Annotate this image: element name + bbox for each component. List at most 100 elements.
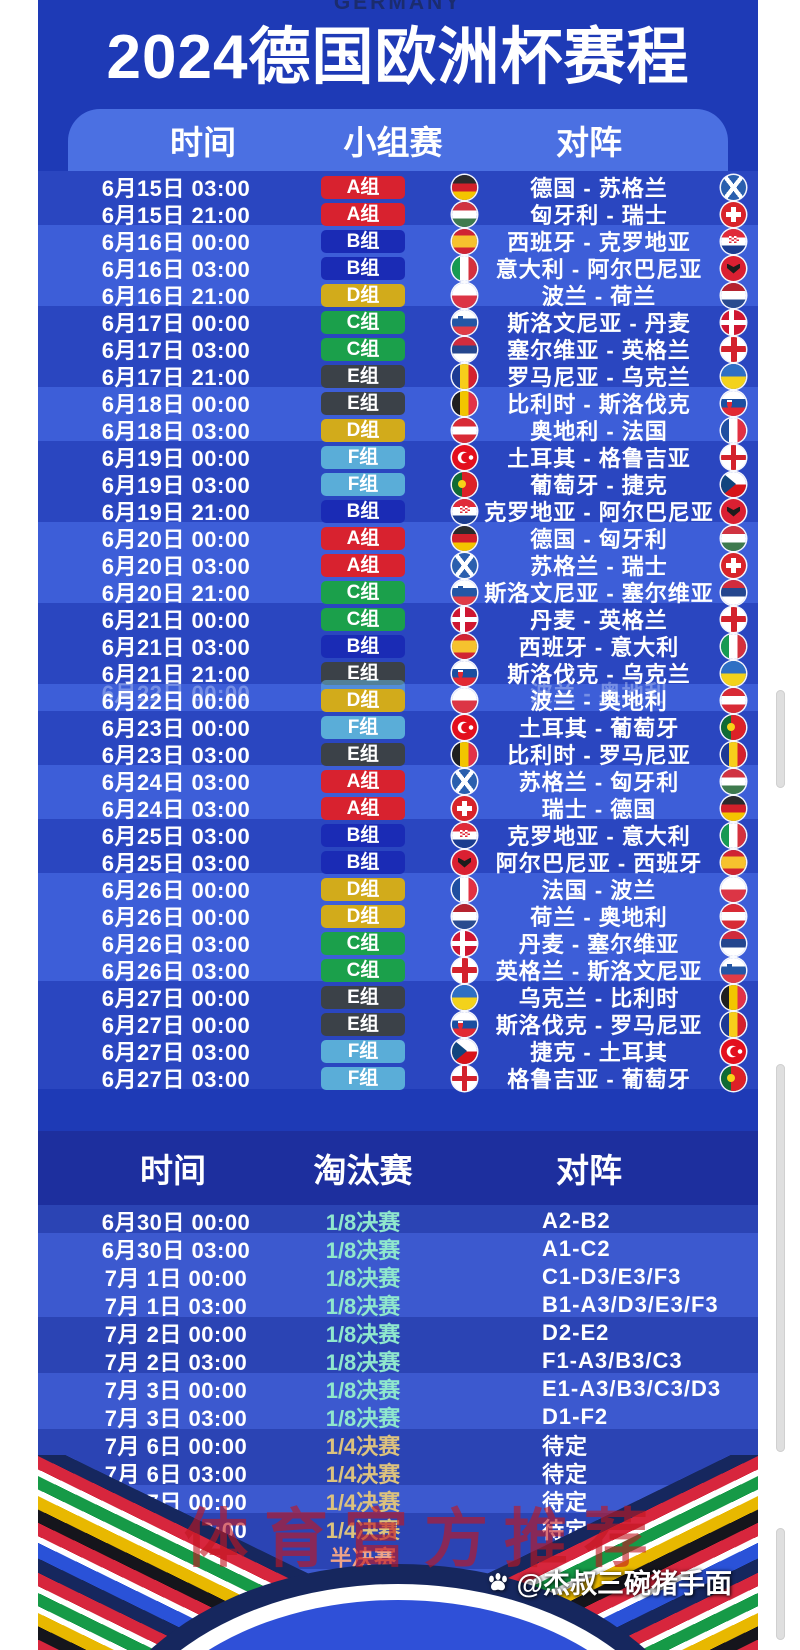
en-flag-icon: [452, 957, 477, 983]
matchup-cell: 比利时 - 罗马尼亚: [438, 738, 758, 770]
group-badge-cell: F组: [288, 715, 438, 739]
matchup-text: 待定: [542, 1434, 589, 1459]
sco-flag-icon: [452, 768, 477, 794]
group-badge-cell: B组: [288, 850, 438, 874]
group-badge: D组: [321, 688, 405, 712]
pl-flag-icon: [721, 876, 746, 902]
group-badge-cell: C组: [288, 958, 438, 982]
group-badge-cell: E组: [288, 661, 438, 685]
group-stage-table: 6月15日 03:00 A组 德国 - 苏格兰 6月15日 21:00 A组 匈…: [38, 171, 758, 1092]
match-time: 6月16日 21:00: [101, 284, 251, 309]
group-badge-cell: A组: [288, 796, 438, 820]
group-badge: F组: [321, 1039, 405, 1063]
group-badge: B组: [321, 229, 405, 253]
group-badge-cell: C组: [288, 337, 438, 361]
matchup-cell: 匈牙利 - 瑞士: [438, 198, 758, 230]
matchup-cell: 阿尔巴尼亚 - 西班牙: [438, 846, 758, 878]
knockout-match-row: 6月30日 03:00 1/8决赛 A1-C2: [38, 1233, 758, 1263]
scrollbar-thumb[interactable]: [776, 1528, 785, 1640]
group-match-row: 6月23日 03:00 E组 比利时 - 罗马尼亚: [38, 738, 758, 768]
group-match-row: 6月19日 21:00 B组 克罗地亚 - 阿尔巴尼亚: [38, 495, 758, 525]
group-badge: D组: [321, 283, 405, 307]
group-badge: E组: [321, 364, 405, 388]
dk-flag-icon: [452, 930, 477, 956]
group-badge-cell: A组: [288, 769, 438, 793]
group-match-row: 6月22日 00:00 D组 波兰 - 奥地利: [38, 684, 758, 714]
group-badge-cell: A组: [288, 526, 438, 550]
al-flag-icon: [721, 255, 746, 281]
fr-flag-icon: [452, 876, 477, 902]
schedule-poster: GERMANY 2024德国欧洲杯赛程 时间 小组赛 对阵 6月15日 03:0…: [38, 0, 758, 1650]
scrollbar-thumb[interactable]: [776, 690, 785, 788]
matchup-cell: 斯洛文尼亚 - 丹麦: [438, 306, 758, 338]
matchup-text: 匈牙利 - 瑞士: [530, 203, 668, 228]
matchup-cell: 克罗地亚 - 意大利: [438, 819, 758, 851]
matchup-text: 斯洛文尼亚 - 丹麦: [507, 311, 691, 336]
match-time: 7月15日 03:00: [101, 1602, 251, 1627]
group-match-row: 6月26日 03:00 C组 丹麦 - 塞尔维亚: [38, 927, 758, 957]
knockout-round-label: 1/4决赛: [325, 1434, 401, 1459]
at-flag-icon: [721, 687, 746, 713]
group-match-row: 6月19日 03:00 F组 葡萄牙 - 捷克: [38, 468, 758, 498]
knockout-round-label: 1/8决赛: [325, 1322, 401, 1347]
it-flag-icon: [721, 822, 746, 848]
match-time: 6月17日 03:00: [101, 338, 251, 363]
match-time: 6月18日 03:00: [101, 419, 251, 444]
de-flag-icon: [452, 525, 477, 551]
ch-flag-icon: [721, 552, 746, 578]
matchup-cell: 斯洛文尼亚 - 塞尔维亚: [438, 576, 758, 608]
group-match-row: 6月24日 03:00 A组 瑞士 - 德国: [38, 792, 758, 822]
group-badge: F组: [321, 445, 405, 469]
group-badge-cell: E组: [288, 985, 438, 1009]
en-flag-icon: [721, 336, 746, 362]
group-match-row: 6月15日 21:00 A组 匈牙利 - 瑞士: [38, 198, 758, 228]
matchup-text: 捷克 - 土耳其: [530, 1040, 668, 1065]
knockout-match-row: 7月 1日 00:00 1/8决赛 C1-D3/E3/F3: [38, 1261, 758, 1291]
group-match-row: 6月21日 21:00 E组 斯洛伐克 - 乌克兰: [38, 657, 758, 687]
matchup-cell: 罗马尼亚 - 乌克兰: [438, 360, 758, 392]
matchup-text: 土耳其 - 格鲁吉亚: [507, 446, 691, 471]
group-match-row: 6月20日 00:00 A组 德国 - 匈牙利: [38, 522, 758, 552]
group-badge-cell: F组: [288, 1066, 438, 1090]
rs-flag-icon: [721, 930, 746, 956]
group-badge-cell: D组: [288, 877, 438, 901]
match-time: 7月 2日 03:00: [104, 1350, 248, 1375]
knockout-match-row: 7月 3日 00:00 1/8决赛 E1-A3/B3/C3/D3: [38, 1373, 758, 1403]
sco-flag-icon: [721, 174, 746, 200]
match-time: 6月23日 00:00: [101, 716, 251, 741]
scrollbar-thumb[interactable]: [776, 1064, 785, 1452]
group-badge: E组: [321, 661, 405, 685]
matchup-cell: 荷兰 - 奥地利: [438, 900, 758, 932]
col-header-time: 时间: [140, 1152, 206, 1189]
group-badge-cell: B组: [288, 256, 438, 280]
matchup-text: 格鲁吉亚 - 葡萄牙: [507, 1067, 691, 1092]
match-time: 6月17日 21:00: [101, 365, 251, 390]
group-badge: D组: [321, 877, 405, 901]
group-match-row: 6月26日 00:00 D组 法国 - 波兰: [38, 873, 758, 903]
match-time: 6月20日 00:00: [101, 527, 251, 552]
group-badge-cell: C组: [288, 931, 438, 955]
be-flag-icon: [452, 390, 477, 416]
matchup-text: F1-A3/B3/C3: [542, 1348, 683, 1373]
matchup-text: D1-F2: [542, 1404, 609, 1429]
matchup-text: 苏格兰 - 匈牙利: [518, 770, 680, 795]
at-flag-icon: [721, 903, 746, 929]
knockout-match-row: 7月 2日 00:00 1/8决赛 D2-E2: [38, 1317, 758, 1347]
match-time: 7月 2日 00:00: [104, 1322, 248, 1347]
matchup-text: 法国 - 波兰: [541, 878, 657, 903]
group-stage-header-row: 时间 小组赛 对阵: [68, 109, 728, 171]
match-time: 6月30日 03:00: [101, 1238, 251, 1263]
group-match-row: 6月17日 21:00 E组 罗马尼亚 - 乌克兰: [38, 360, 758, 390]
matchup-cell: 德国 - 苏格兰: [438, 171, 758, 203]
matchup-cell: 西班牙 - 克罗地亚: [438, 225, 758, 257]
group-badge-cell: B组: [288, 229, 438, 253]
it-flag-icon: [721, 633, 746, 659]
match-time: 6月26日 03:00: [101, 959, 251, 984]
match-time: 6月24日 03:00: [101, 797, 251, 822]
matchup-text: 葡萄牙 - 捷克: [530, 473, 668, 498]
nl-flag-icon: [452, 903, 477, 929]
matchup-text: D2-E2: [542, 1320, 610, 1345]
match-time: 6月24日 03:00: [101, 770, 251, 795]
match-time: 7月 6日 00:00: [104, 1434, 248, 1459]
group-badge: C组: [321, 310, 405, 334]
